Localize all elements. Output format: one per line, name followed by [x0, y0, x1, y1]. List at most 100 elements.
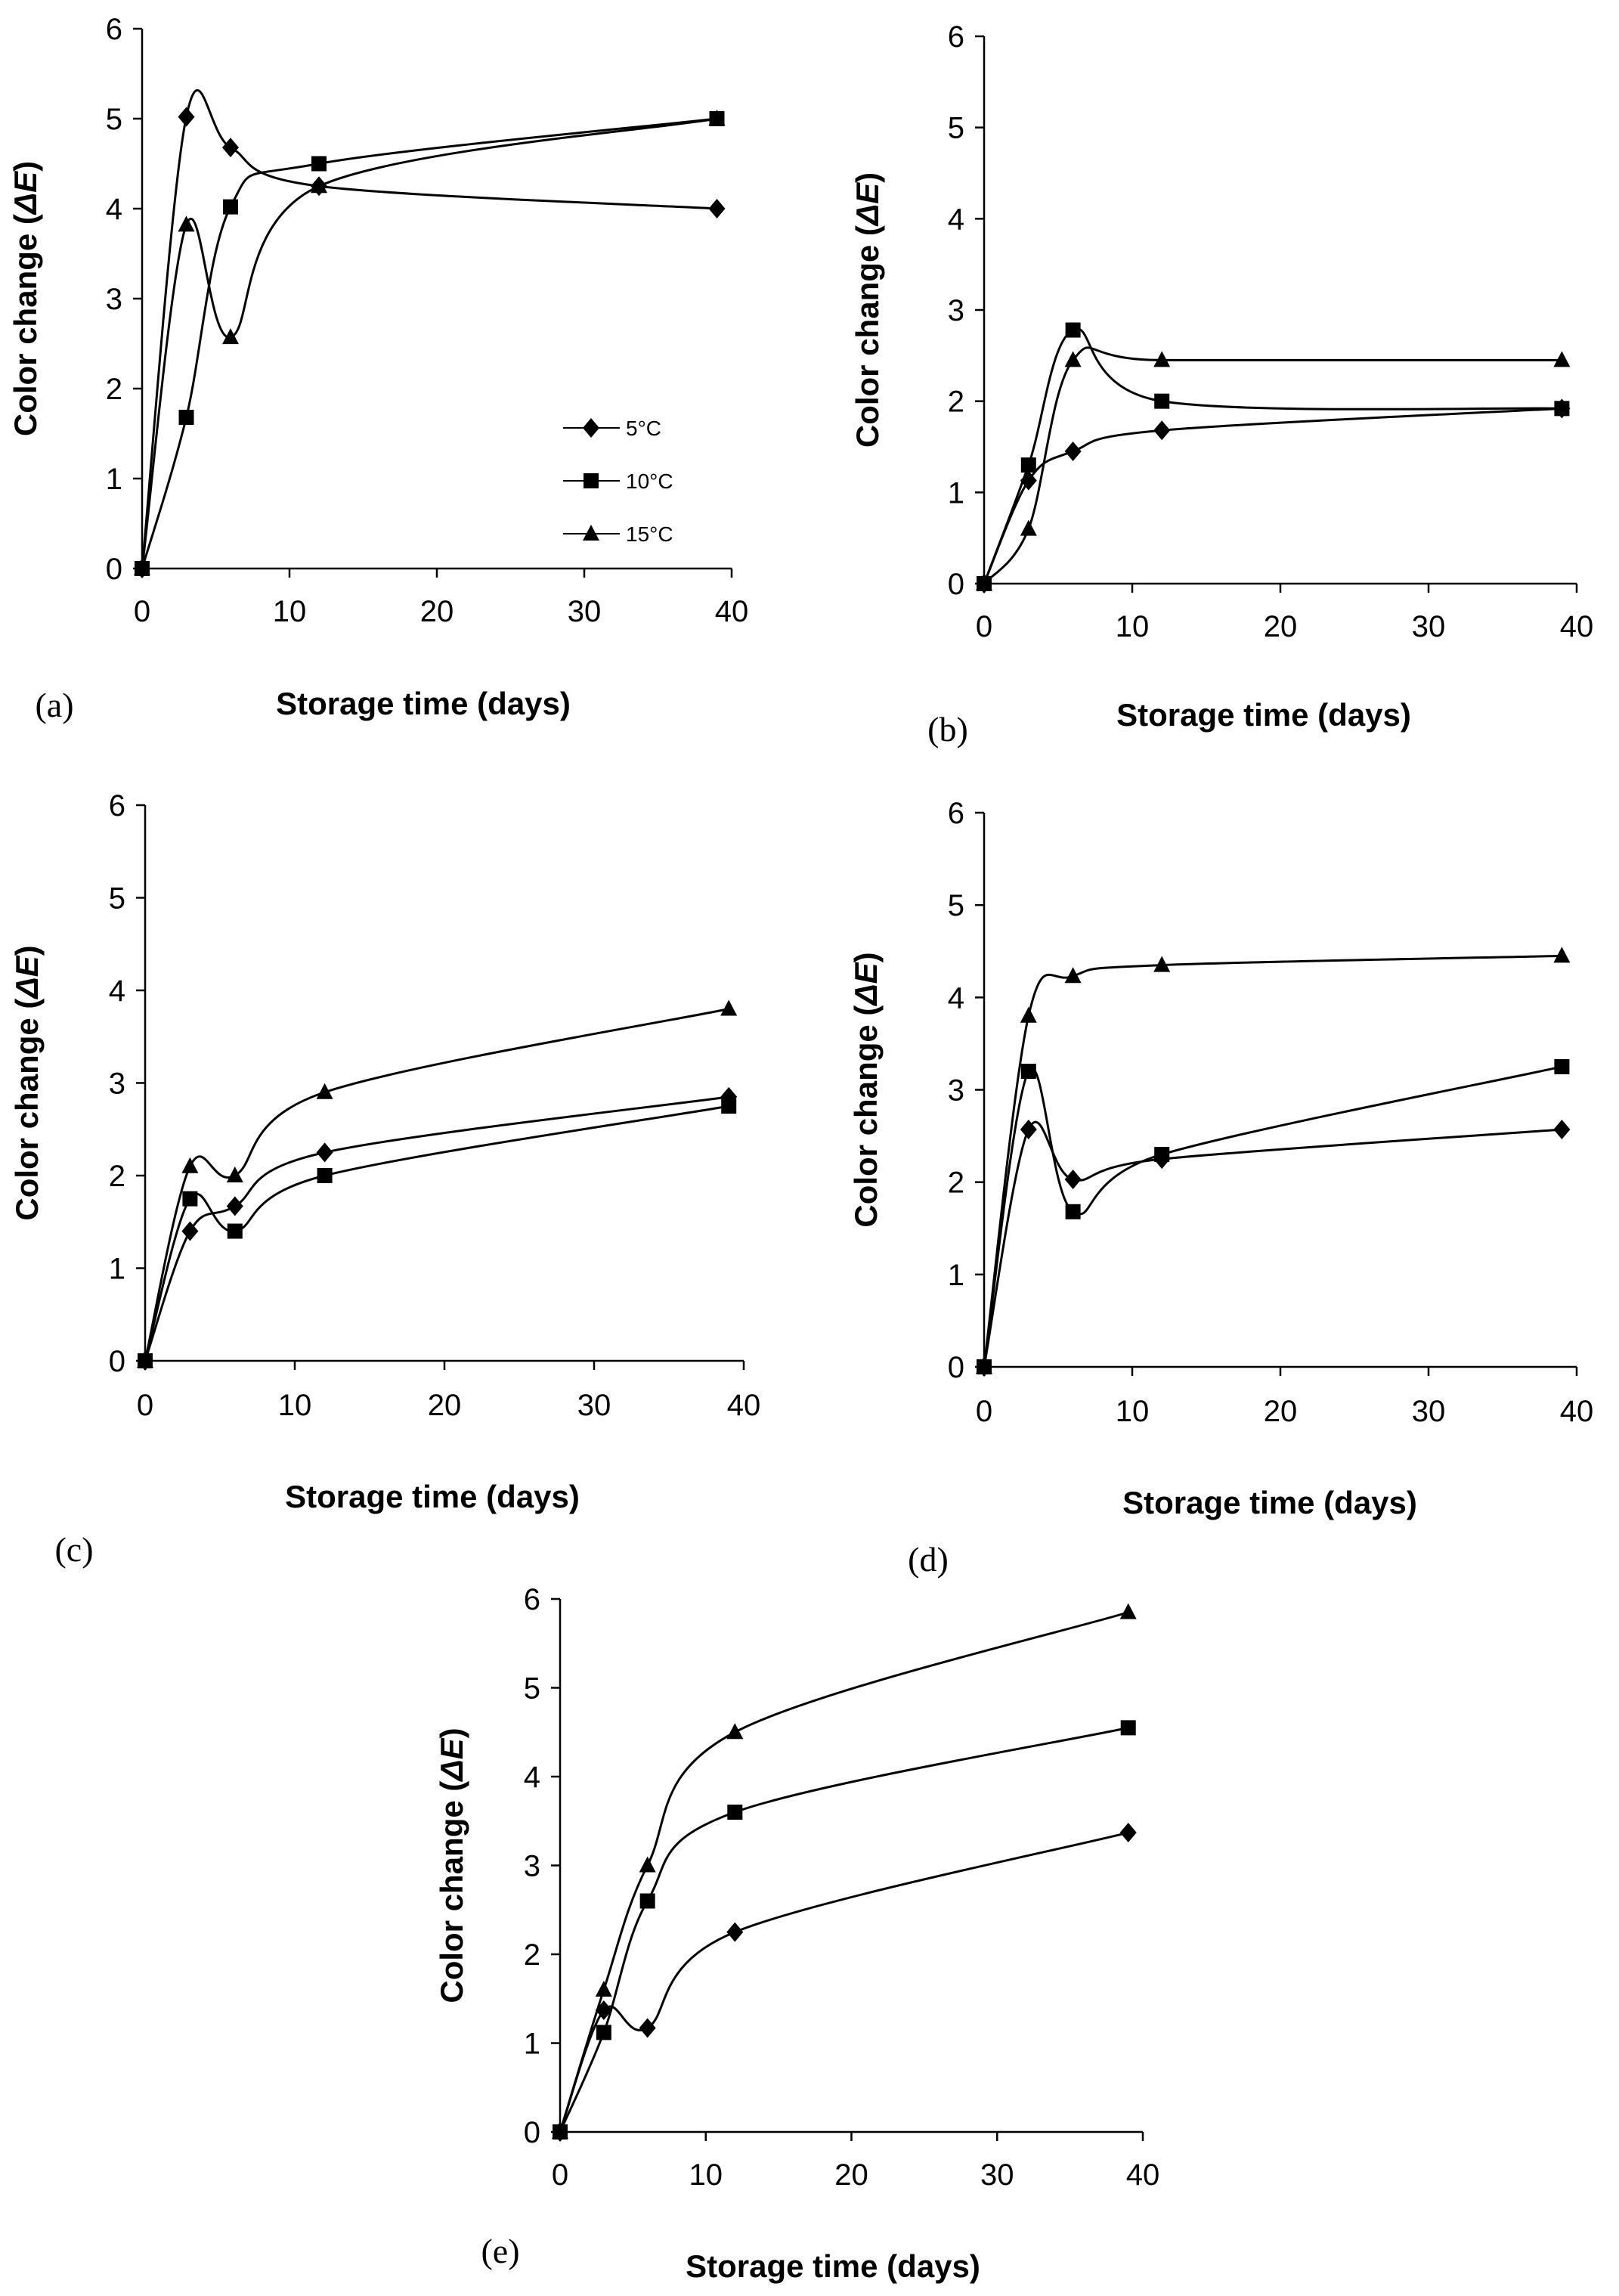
series-line-5°C [559, 1831, 1129, 2133]
legend-marker-10°C [584, 473, 599, 488]
data-point-15°C [720, 999, 738, 1016]
x-tick-label: 10 [273, 595, 307, 628]
data-point-10°C [1120, 1720, 1136, 1736]
series-line-10°C [559, 1726, 1129, 2133]
x-tick-label: 30 [980, 2158, 1014, 2192]
y-tick-label: 1 [948, 1259, 964, 1292]
data-point-5°C [316, 1142, 333, 1163]
data-point-10°C [182, 1191, 198, 1207]
data-point-5°C [178, 107, 195, 127]
legend-marker-15°C [583, 525, 599, 541]
data-point-10°C [317, 1168, 333, 1183]
data-point-5°C [181, 1221, 199, 1241]
x-axis-title: Storage time (days) [686, 2248, 980, 2284]
data-point-15°C [1020, 519, 1037, 536]
legend-label: 5°C [626, 417, 661, 440]
data-point-5°C [1153, 420, 1171, 441]
data-point-10°C [1020, 457, 1036, 473]
x-tick-label: 10 [278, 1389, 312, 1422]
y-tick-label: 4 [524, 1761, 540, 1794]
x-tick-label: 0 [134, 595, 150, 628]
data-point-5°C [708, 199, 726, 218]
y-tick-label: 2 [948, 1167, 964, 1200]
y-tick-label: 6 [524, 1583, 540, 1616]
data-point-15°C [1064, 351, 1082, 367]
data-point-15°C [1553, 947, 1571, 963]
series-line-10°C [141, 117, 717, 569]
y-tick-label: 1 [106, 463, 122, 496]
x-tick-label: 0 [552, 2158, 568, 2192]
y-tick-label: 6 [948, 20, 964, 54]
x-tick-label: 0 [976, 610, 992, 643]
y-axis-title: Color change (ΔE) [850, 172, 885, 448]
chart-panel-b: 0 1 2 3 4 5 6 0 10 20 30 40 Storage time (days) Color… [850, 20, 1593, 748]
x-tick-label: 20 [834, 2158, 868, 2192]
y-tick-label: 4 [948, 203, 964, 236]
data-point-15°C [639, 1856, 656, 1873]
data-point-15°C [137, 1352, 153, 1368]
data-point-5°C [639, 2018, 656, 2038]
panel-label: (d) [908, 1540, 949, 1579]
y-tick-label: 2 [524, 1938, 540, 1972]
x-axis-title: Storage time (days) [276, 686, 571, 721]
data-point-5°C [222, 138, 239, 158]
data-point-10°C [721, 1098, 737, 1114]
data-point-10°C [1020, 1064, 1036, 1080]
x-tick-label: 30 [577, 1389, 611, 1422]
y-tick-label: 2 [106, 373, 122, 406]
x-tick-label: 40 [727, 1389, 761, 1422]
panel-label: (e) [481, 2232, 519, 2270]
series-line-10°C [144, 1105, 729, 1362]
x-tick-label: 0 [137, 1389, 153, 1422]
data-point-15°C [134, 559, 150, 575]
data-point-10°C [1065, 1204, 1081, 1219]
panel-label: (b) [927, 710, 968, 748]
data-point-10°C [727, 1805, 743, 1820]
legend-label: 15°C [626, 522, 673, 546]
data-point-10°C [227, 1223, 243, 1239]
data-point-15°C [311, 177, 327, 194]
y-tick-label: 4 [109, 974, 125, 1008]
series-line-15°C [559, 1611, 1129, 2133]
data-point-5°C [726, 1922, 744, 1942]
y-tick-label: 0 [948, 1351, 964, 1384]
data-point-15°C [552, 2123, 568, 2139]
data-point-5°C [1064, 442, 1082, 462]
x-tick-label: 20 [420, 595, 454, 628]
x-tick-label: 30 [1412, 1395, 1446, 1428]
y-tick-label: 3 [109, 1067, 125, 1101]
y-tick-label: 3 [106, 283, 122, 316]
x-tick-label: 0 [976, 1395, 992, 1428]
chart-panel-c: 0 1 2 3 4 5 6 0 10 20 30 40 Storage time (days) Color… [9, 789, 760, 1569]
data-point-15°C [595, 1981, 612, 1997]
data-point-15°C [1153, 956, 1171, 972]
chart-panel-e: 0 1 2 3 4 5 6 0 10 20 30 40 Storage time (days) Color… [434, 1583, 1159, 2284]
series-line-10°C [983, 327, 1562, 584]
data-point-15°C [976, 1358, 992, 1374]
x-tick-label: 40 [1126, 2158, 1160, 2192]
data-point-15°C [1064, 967, 1082, 984]
y-tick-label: 4 [106, 193, 122, 226]
data-point-10°C [1554, 401, 1570, 417]
series-line-15°C [144, 1008, 729, 1362]
x-axis-title: Storage time (days) [285, 1479, 580, 1514]
y-tick-label: 1 [524, 2028, 540, 2061]
y-tick-label: 3 [524, 1850, 540, 1883]
y-axis-title: Color change (ΔE) [9, 945, 45, 1220]
x-tick-label: 40 [1560, 1395, 1594, 1428]
x-tick-label: 20 [1264, 610, 1298, 643]
data-point-10°C [639, 1893, 655, 1909]
data-point-15°C [976, 575, 992, 590]
y-tick-label: 0 [524, 2116, 540, 2149]
y-tick-label: 4 [948, 981, 964, 1015]
y-tick-label: 6 [106, 13, 122, 46]
data-point-15°C [222, 328, 239, 345]
data-point-5°C [1119, 1823, 1137, 1843]
y-tick-label: 5 [948, 889, 964, 922]
chart-panel-d: 0 1 2 3 4 5 6 0 10 20 30 40 Storage time (days) Color… [848, 797, 1593, 1579]
y-tick-label: 5 [948, 112, 964, 145]
data-point-15°C [226, 1167, 243, 1182]
x-tick-label: 10 [1116, 610, 1150, 643]
data-point-15°C [708, 110, 726, 125]
